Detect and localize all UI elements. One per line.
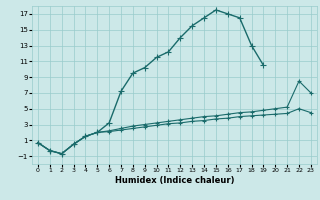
X-axis label: Humidex (Indice chaleur): Humidex (Indice chaleur) bbox=[115, 176, 234, 185]
